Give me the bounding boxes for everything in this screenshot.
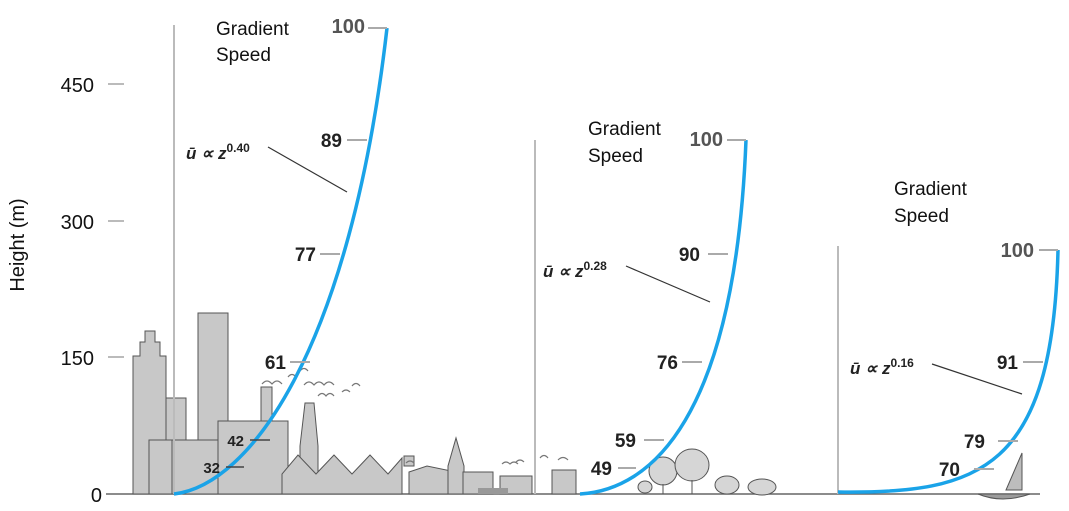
gradient-label-3-line1: Gradient bbox=[894, 179, 968, 200]
y-axis: Height (m) 450 300 150 0 bbox=[7, 75, 124, 507]
label-2-49: 49 bbox=[591, 459, 612, 480]
label-2-76: 76 bbox=[657, 353, 678, 374]
label-3-70: 70 bbox=[939, 460, 960, 481]
y-tick-450: 450 bbox=[61, 75, 94, 97]
label-1-32: 32 bbox=[203, 460, 220, 477]
power-law-label-1: ū ∝ z0.40 bbox=[186, 141, 250, 163]
power-law-label-3: ū ∝ z0.16 bbox=[850, 356, 914, 378]
power-law-pointer-2 bbox=[626, 266, 710, 302]
label-2-90: 90 bbox=[679, 245, 700, 266]
gradient-label-1-line2: Speed bbox=[216, 45, 271, 66]
gradient-label-2-line2: Speed bbox=[588, 146, 643, 167]
y-axis-label: Height (m) bbox=[7, 198, 29, 291]
profile-suburban: Gradient Speed 100 90 76 59 49 ū ∝ z0.28 bbox=[543, 119, 746, 494]
y-tick-0: 0 bbox=[91, 485, 102, 507]
profile-open-water: Gradient Speed 100 91 79 70 ū ∝ z0.16 bbox=[838, 179, 1058, 492]
label-3-91: 91 bbox=[997, 353, 1019, 374]
label-1-61: 61 bbox=[265, 353, 287, 374]
y-tick-150: 150 bbox=[61, 348, 94, 370]
label-1-42: 42 bbox=[227, 433, 244, 450]
gradient-label-1-line1: Gradient bbox=[216, 19, 290, 40]
gradient-label-2-line1: Gradient bbox=[588, 119, 662, 140]
label-1-77: 77 bbox=[295, 245, 316, 266]
gradient-label-3-line2: Speed bbox=[894, 206, 949, 227]
y-tick-300: 300 bbox=[61, 212, 94, 234]
label-3-100: 100 bbox=[1001, 240, 1034, 262]
sailboat bbox=[978, 453, 1030, 499]
ground-fence bbox=[478, 488, 508, 494]
power-law-pointer-1 bbox=[268, 147, 347, 192]
label-1-100: 100 bbox=[332, 16, 365, 38]
city-buildings bbox=[133, 313, 576, 494]
power-law-label-2: ū ∝ z0.28 bbox=[543, 259, 607, 281]
label-2-59: 59 bbox=[615, 431, 636, 452]
label-1-89: 89 bbox=[321, 131, 342, 152]
label-2-100: 100 bbox=[690, 129, 723, 151]
label-3-79: 79 bbox=[964, 432, 985, 453]
